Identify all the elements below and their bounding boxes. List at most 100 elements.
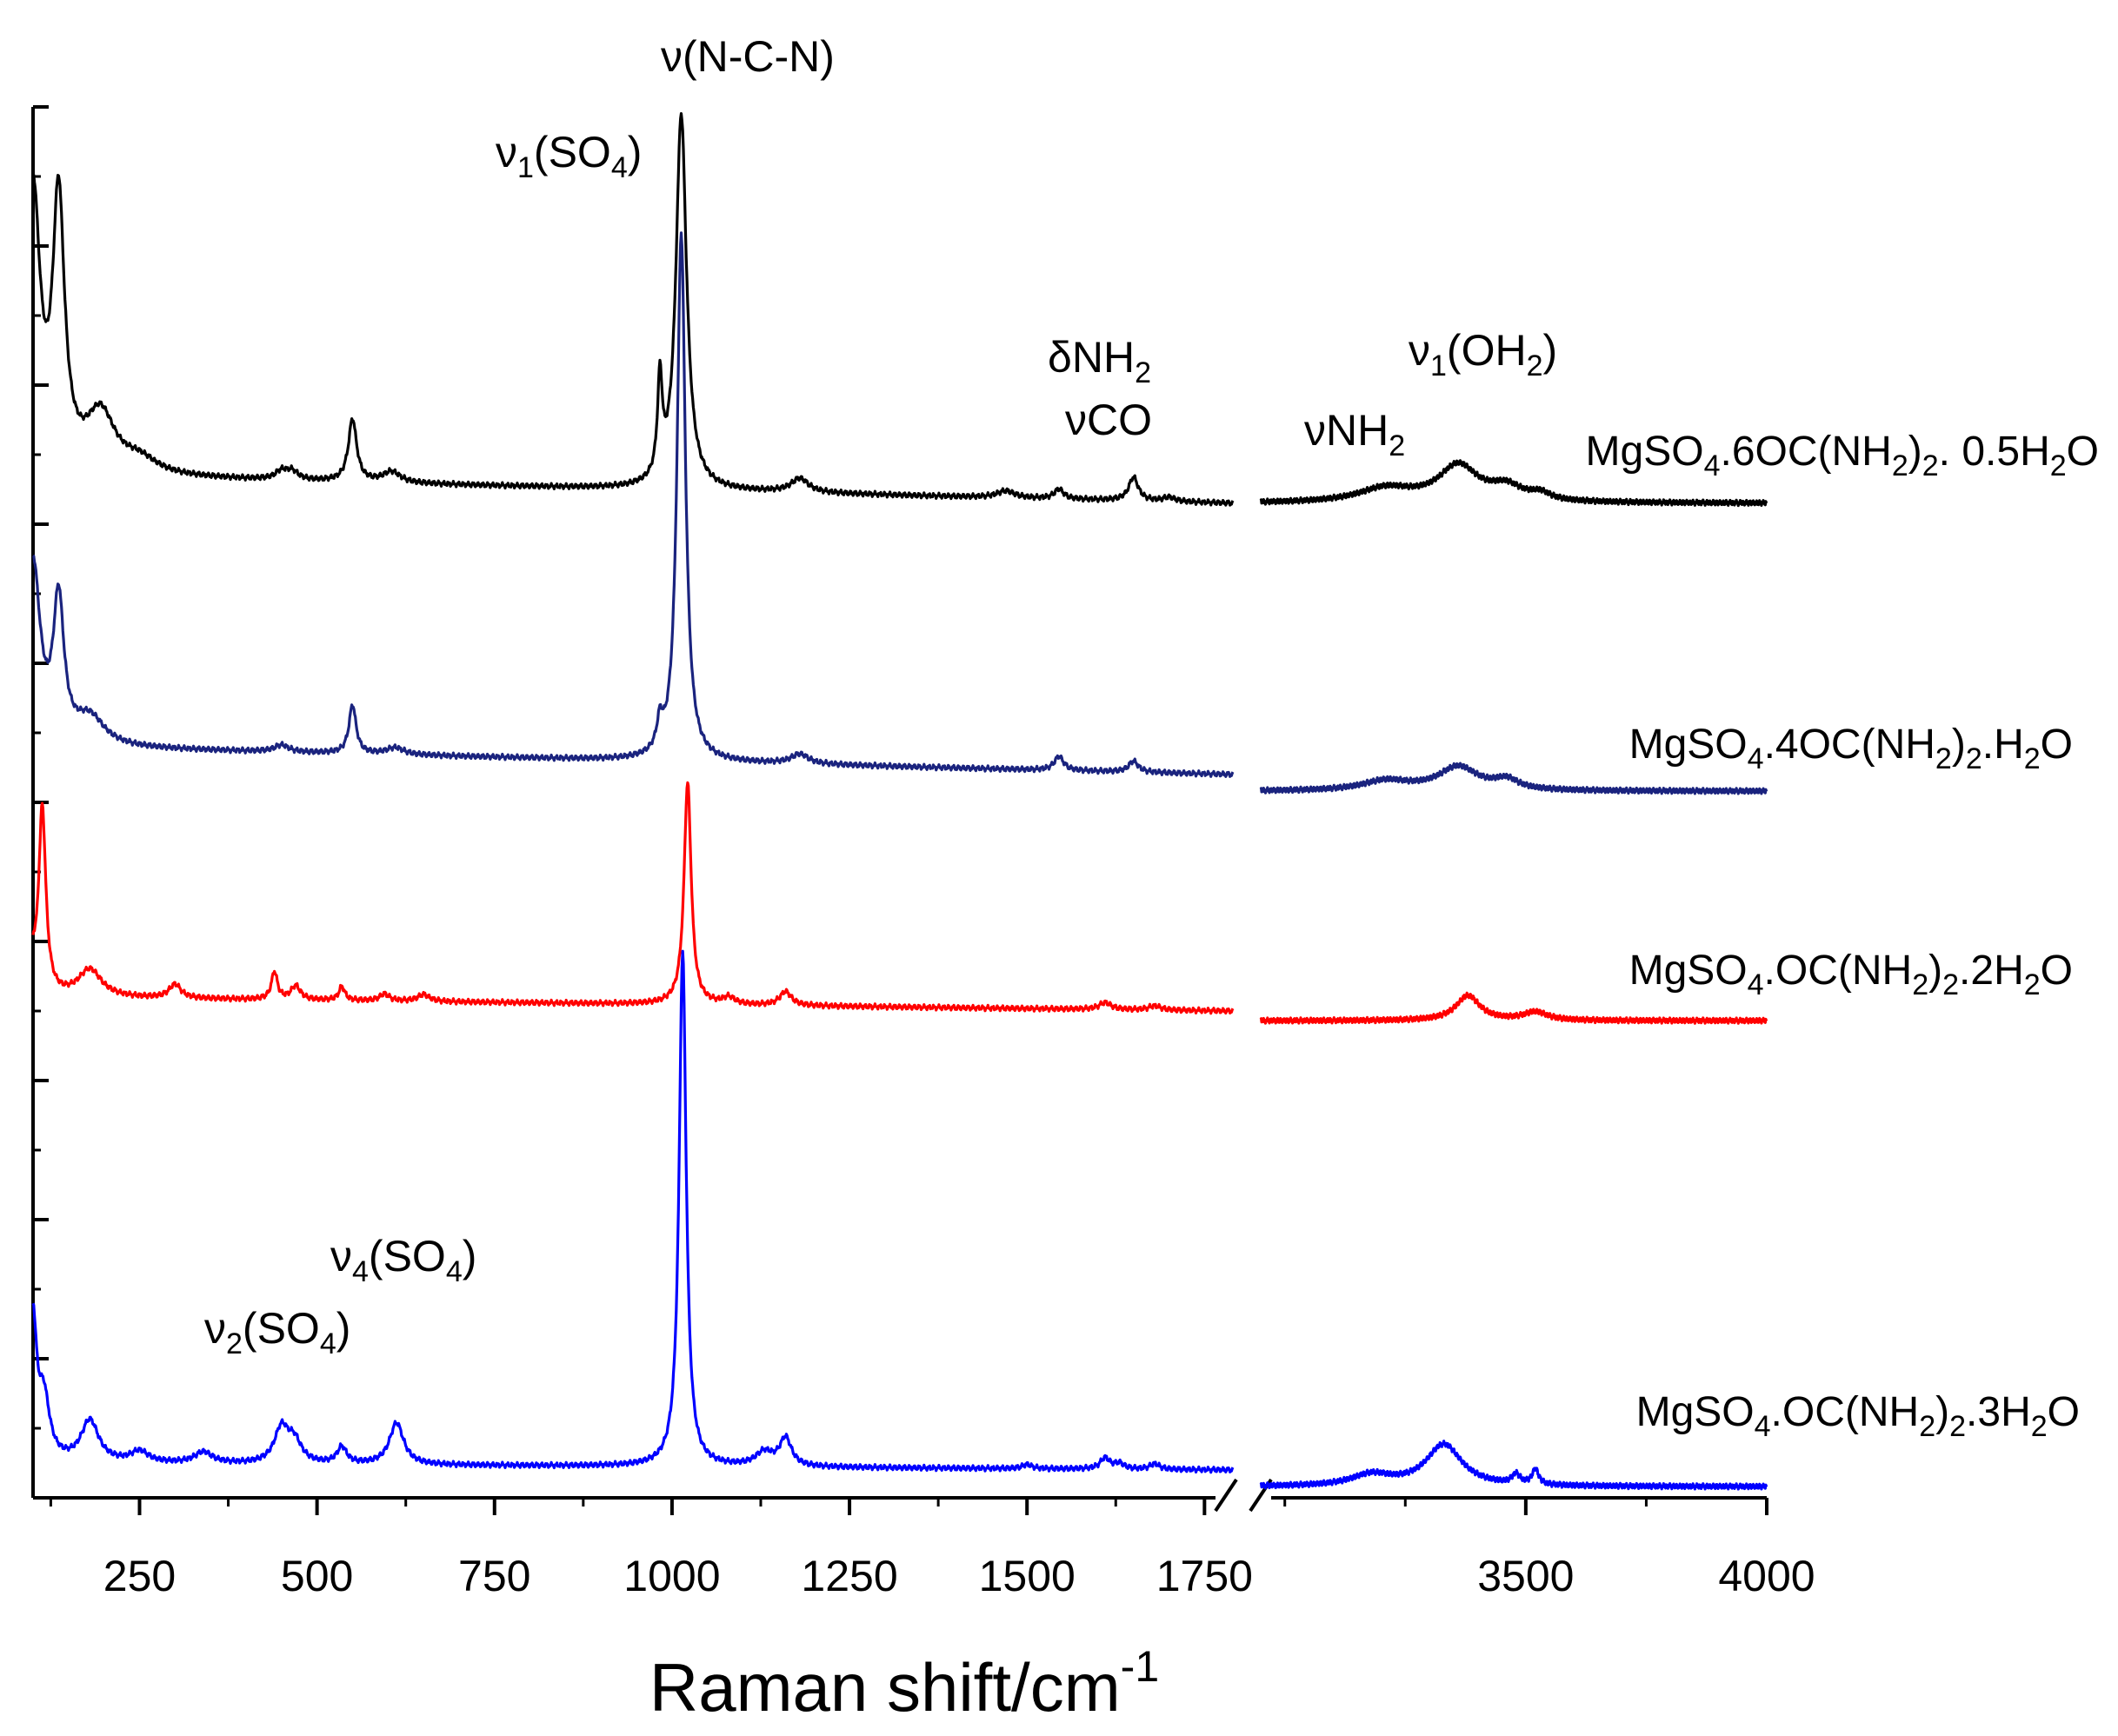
x-tick-label: 1250: [801, 1552, 897, 1600]
spectrum-line-left: [31, 112, 1235, 507]
label-text: MgSO: [1636, 1389, 1755, 1435]
annotation-symbol: ν: [661, 32, 683, 81]
x-tick-label: 1500: [979, 1552, 1076, 1600]
axis-break-mark: [1214, 1478, 1238, 1513]
label-text: O: [2067, 429, 2099, 475]
label-text: .6OC(NH: [1721, 429, 1892, 475]
label-subscript: 2: [1966, 742, 1982, 775]
peak-annotation-nu2-so4: ν2(SO4): [204, 1304, 350, 1360]
annotation-text: ): [1543, 326, 1558, 375]
spectrum-line-right: [1259, 459, 1768, 508]
x-tick-label: 750: [458, 1552, 530, 1600]
annotation-subscript: 1: [1430, 349, 1447, 382]
series-2: [31, 231, 1768, 795]
annotation-text: ): [336, 1304, 351, 1353]
sample-labels: MgSO4.6OC(NH2)2. 0.5H2OMgSO4.4OC(NH2)2.H…: [1586, 429, 2099, 1443]
spectrum-line-left: [31, 231, 1235, 778]
label-text: ): [1908, 429, 1922, 475]
annotation-symbol: ν: [496, 128, 517, 176]
x-axis-title-text: Raman shift/cm-1: [649, 1642, 1159, 1726]
sample-label-3: MgSO4.OC(NH2)2.2H2O: [1629, 948, 2073, 1001]
x-axis-title: Raman shift/cm-1: [649, 1642, 1159, 1726]
peak-annotation-nu1-oh2: ν1(OH2): [1409, 326, 1557, 382]
label-subscript: 4: [1755, 1410, 1771, 1443]
annotation-symbol: ν: [330, 1232, 352, 1280]
annotation-subscript: 4: [320, 1327, 336, 1360]
label-subscript: 2: [2024, 742, 2041, 775]
spectrum-line-right: [1259, 991, 1768, 1025]
label-subscript: 4: [1748, 742, 1764, 775]
annotation-text: NH: [1072, 333, 1135, 382]
annotation-text: ): [628, 128, 643, 176]
sample-label-4: MgSO4.OC(NH2)2.3H2O: [1636, 1389, 2080, 1443]
x-tick-label: 1000: [623, 1552, 720, 1600]
annotation-symbol: ν: [1409, 326, 1430, 375]
label-subscript: 2: [1949, 1410, 1966, 1443]
label-text: O: [2041, 948, 2073, 994]
label-subscript: 2: [1922, 449, 1939, 482]
peak-annotation-nu1-so4: ν1(SO4): [496, 128, 642, 184]
label-text: ): [1928, 948, 1942, 994]
annotation-text: (OH: [1447, 326, 1527, 375]
label-text: MgSO: [1586, 429, 1704, 475]
peak-annotation-delta-nh2: δNH2: [1048, 333, 1151, 389]
annotation-symbol: ν: [1304, 406, 1326, 455]
series-3: [31, 781, 1768, 1025]
label-subscript: 2: [2050, 449, 2067, 482]
sample-label-1: MgSO4.6OC(NH2)2. 0.5H2O: [1586, 429, 2099, 482]
annotation-subscript: 2: [1527, 349, 1543, 382]
label-text: . 0.5H: [1939, 429, 2050, 475]
label-subscript: 4: [1748, 968, 1764, 1001]
label-subscript: 2: [1919, 1410, 1935, 1443]
annotation-subscript: 4: [352, 1255, 369, 1288]
label-subscript: 2: [1935, 742, 1952, 775]
label-text: O: [2048, 1389, 2080, 1435]
sample-label-2: MgSO4.4OC(NH2)2.H2O: [1629, 722, 2073, 775]
label-text: .OC(NH: [1764, 948, 1913, 994]
label-text: MgSO: [1629, 722, 1748, 768]
annotation-text: (N-C-N): [683, 32, 835, 81]
annotation-text: (SO: [534, 128, 611, 176]
spectrum-line-right: [1259, 1440, 1768, 1491]
spectrum-line-left: [31, 949, 1235, 1474]
annotation-text: CO: [1087, 396, 1152, 444]
spectrum-line-left: [31, 781, 1235, 1015]
x-tick-label: 4000: [1718, 1552, 1815, 1600]
label-subscript: 2: [1942, 968, 1959, 1001]
x-tick-label: 3500: [1477, 1552, 1574, 1600]
annotation-text: (SO: [243, 1304, 320, 1353]
label-subscript: 2: [2031, 1410, 2048, 1443]
peak-annotation-nu-ncn: ν(N-C-N): [661, 32, 835, 81]
label-subscript: 2: [1912, 968, 1928, 1001]
label-text: O: [2041, 722, 2073, 768]
peak-annotation-nu4-so4: ν4(SO4): [330, 1232, 476, 1288]
annotation-subscript: 4: [611, 151, 628, 184]
peak-annotation-nu-co: νCO: [1065, 396, 1152, 444]
annotation-subscript: 2: [226, 1327, 243, 1360]
annotation-subscript: 2: [1389, 429, 1405, 462]
x-tick-label: 1750: [1156, 1552, 1253, 1600]
label-text: .H: [1982, 722, 2024, 768]
annotation-symbol: ν: [1065, 396, 1087, 444]
annotation-subscript: 1: [517, 151, 534, 184]
spectrum-line-right: [1259, 762, 1768, 795]
peak-annotation-nu-nh2: νNH2: [1304, 406, 1405, 462]
annotation-symbol: ν: [204, 1304, 226, 1353]
x-tick-label: 250: [103, 1552, 176, 1600]
annotation-subscript: 4: [446, 1255, 463, 1288]
axes: 250 500 750 1000 1250 1500 1750 3500 4000: [31, 105, 1815, 1600]
label-subscript: 4: [1704, 449, 1721, 482]
label-text: .4OC(NH: [1764, 722, 1935, 768]
annotation-text: (SO: [369, 1232, 446, 1280]
x-tick-label: 500: [281, 1552, 353, 1600]
annotations: ν(N-C-N)ν1(SO4)δNH2νCOν1(OH2)νNH2ν4(SO4)…: [204, 32, 1557, 1360]
annotation-symbol: δ: [1048, 333, 1072, 382]
series-4: [31, 949, 1768, 1491]
annotation-text: ): [463, 1232, 477, 1280]
series-1: [31, 112, 1768, 508]
label-subscript: 2: [2024, 968, 2041, 1001]
annotation-subscript: 2: [1135, 356, 1151, 389]
label-text: ): [1952, 722, 1966, 768]
label-text: .3H: [1966, 1389, 2031, 1435]
